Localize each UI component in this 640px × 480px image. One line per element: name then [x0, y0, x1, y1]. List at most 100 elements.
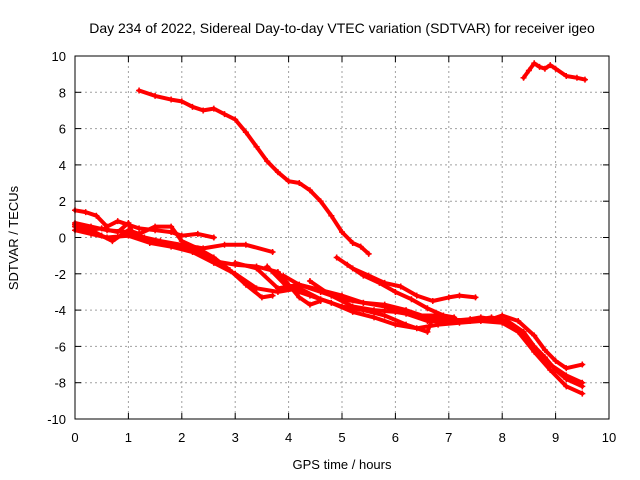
data-point [547, 361, 554, 368]
data-point [328, 212, 335, 219]
series-arc-13 [520, 60, 588, 83]
x-tick-label: 3 [232, 430, 239, 445]
data-point [424, 305, 431, 312]
data-point [360, 272, 367, 279]
data-point [547, 366, 554, 373]
data-point [194, 230, 201, 237]
data-point [472, 294, 479, 301]
series-arc-4 [72, 221, 276, 301]
axis-ticks: 0 1 2 3 4 5 6 7 8 9 10 -10 -8 -6 -4 -2 0 2 4 6 8 10 [47, 49, 616, 445]
data-point [285, 285, 292, 292]
data-point [253, 143, 260, 150]
data-point [93, 212, 100, 219]
data-point [152, 92, 159, 99]
y-tick-label: 6 [59, 122, 66, 137]
data-point [563, 372, 570, 379]
x-tick-label: 1 [125, 430, 132, 445]
data-point [109, 238, 116, 245]
data-point [413, 292, 420, 299]
data-point [440, 312, 447, 319]
data-point [397, 283, 404, 290]
y-tick-label: -2 [54, 267, 66, 282]
data-point [541, 347, 548, 354]
data-point [242, 241, 249, 248]
data-point [563, 383, 570, 390]
data-point [520, 74, 527, 81]
data-point [264, 263, 271, 270]
data-point [178, 238, 185, 245]
y-tick-label: -10 [47, 412, 66, 427]
data-point [525, 67, 532, 74]
data-point [392, 288, 399, 295]
data-point [232, 270, 239, 277]
data-point [232, 116, 239, 123]
x-tick-label: 10 [602, 430, 616, 445]
data-point [499, 317, 506, 324]
data-point [146, 239, 153, 246]
data-point [136, 87, 143, 94]
data-point [253, 285, 260, 292]
data-point [232, 259, 239, 266]
data-point [371, 314, 378, 321]
chart-title: Day 234 of 2022, Sidereal Day-to-day VTE… [89, 20, 595, 36]
data-point [531, 60, 538, 67]
data-point [339, 229, 345, 236]
data-point [152, 223, 159, 230]
data-point [210, 105, 217, 112]
data-point [168, 243, 175, 250]
y-axis-label: SDTVAR / TECUs [6, 185, 21, 290]
data-point [573, 74, 580, 81]
x-tick-label: 9 [552, 430, 559, 445]
data-point [221, 241, 228, 248]
y-tick-label: 8 [59, 85, 66, 100]
x-tick-label: 4 [285, 430, 292, 445]
data-point [168, 96, 175, 103]
x-tick-label: 0 [71, 430, 78, 445]
data-point [515, 327, 522, 334]
x-tick-label: 2 [178, 430, 185, 445]
data-point [365, 250, 372, 257]
data-point [541, 65, 548, 72]
data-point [333, 254, 340, 261]
series-line [521, 61, 587, 82]
series-line [137, 88, 371, 256]
data-point [531, 332, 538, 339]
data-point [306, 292, 313, 299]
data-point [98, 225, 105, 232]
data-point [349, 303, 356, 310]
data-point [392, 321, 399, 328]
data-point [451, 314, 458, 321]
data-point [547, 62, 554, 69]
data-point [210, 259, 217, 266]
data-point [269, 292, 276, 299]
series-arc-10 [306, 278, 586, 386]
data-point [392, 308, 399, 315]
data-point [413, 325, 420, 332]
data-point [269, 249, 276, 256]
data-point [114, 218, 121, 225]
data-point [413, 312, 420, 319]
series-arc-9 [264, 263, 586, 397]
y-tick-label: 0 [59, 231, 66, 246]
data-point [274, 268, 281, 275]
data-point [429, 298, 436, 305]
data-point [579, 361, 586, 368]
series-arc-12 [344, 261, 458, 321]
data-point [296, 294, 303, 301]
data-point [253, 265, 260, 272]
data-point [328, 292, 335, 299]
x-tick-label: 5 [338, 430, 345, 445]
data-point [306, 187, 313, 194]
data-point [274, 169, 281, 176]
data-point [264, 158, 271, 165]
data-point [536, 63, 543, 70]
data-point [515, 317, 522, 324]
data-point [581, 76, 588, 83]
data-point [189, 249, 196, 256]
data-point [296, 180, 303, 187]
data-point [376, 279, 383, 286]
data-point [210, 234, 217, 241]
data-point [189, 103, 196, 110]
y-tick-label: 10 [52, 49, 66, 64]
series-line [334, 255, 478, 303]
